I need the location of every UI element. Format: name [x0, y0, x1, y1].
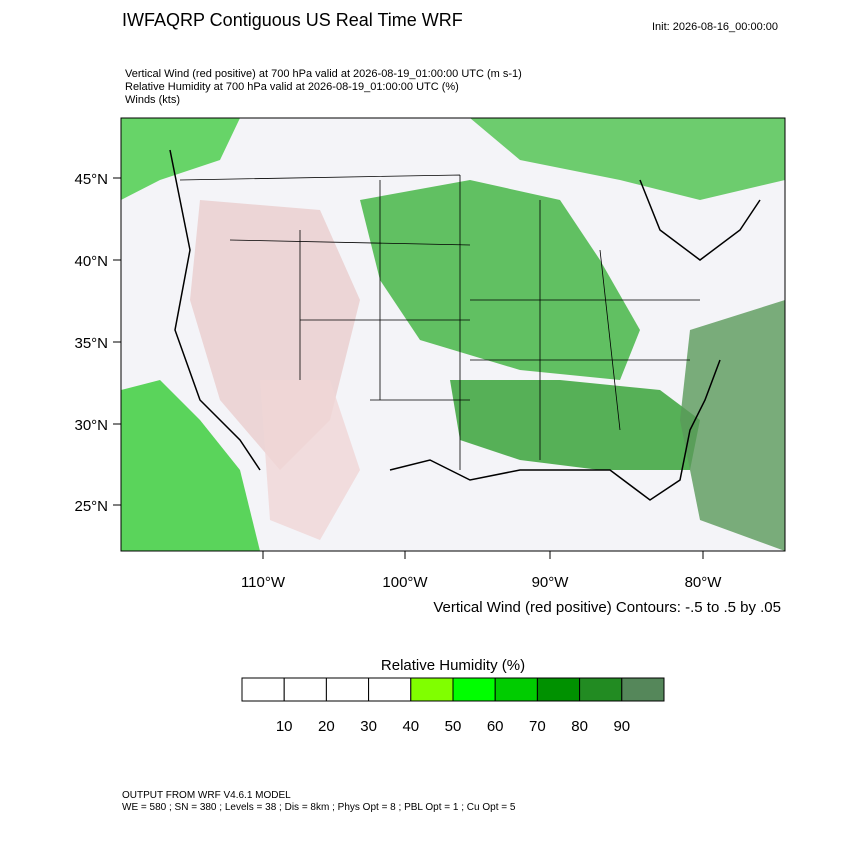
- colorbar-label: 20: [318, 718, 335, 735]
- lat-label: 45°N: [74, 171, 108, 188]
- colorbar-box: [536, 677, 581, 702]
- colorbar-box: [410, 677, 454, 702]
- map: 45°N 40°N 35°N 30°N 25°N 110°W 100°W 90°…: [74, 117, 786, 616]
- lat-label: 35°N: [74, 335, 108, 352]
- lon-label: 90°W: [532, 574, 570, 591]
- colorbar-box: [283, 677, 327, 702]
- colorbar-box: [579, 677, 623, 702]
- lon-label: 80°W: [685, 574, 723, 591]
- colorbar-label: 40: [402, 718, 419, 735]
- colorbar-label: 50: [445, 718, 462, 735]
- colorbar-label: 10: [276, 718, 293, 735]
- colorbar-label: 80: [571, 718, 588, 735]
- footer-line: OUTPUT FROM WRF V4.6.1 MODEL: [122, 790, 291, 801]
- footer-line: WE = 580 ; SN = 380 ; Levels = 38 ; Dis …: [122, 802, 516, 813]
- colorbar-box: [368, 677, 412, 702]
- lat-label: 25°N: [74, 498, 108, 515]
- colorbar-box: [494, 677, 538, 702]
- title: IWFAQRP Contiguous US Real Time WRF: [122, 10, 463, 30]
- colorbar-box: [621, 677, 665, 702]
- lat-label: 30°N: [74, 417, 108, 434]
- header-line: Winds (kts): [125, 94, 180, 106]
- colorbar-box: [241, 677, 285, 702]
- colorbar-label: 70: [529, 718, 546, 735]
- contour-info: Vertical Wind (red positive) Contours: -…: [433, 599, 781, 616]
- init-time: Init: 2026-08-16_00:00:00: [652, 21, 778, 33]
- colorbar-label: 30: [360, 718, 377, 735]
- header-line: Relative Humidity at 700 hPa valid at 20…: [125, 81, 459, 93]
- colorbar-box: [325, 677, 370, 702]
- lon-label: 110°W: [241, 574, 286, 591]
- colorbar-box: [452, 677, 496, 702]
- header-line: Vertical Wind (red positive) at 700 hPa …: [125, 68, 522, 80]
- colorbar-label: 60: [487, 718, 504, 735]
- lon-label: 100°W: [382, 574, 428, 591]
- colorbar-title: Relative Humidity (%): [381, 657, 525, 674]
- colorbar: Relative Humidity (%) 10 20 30 40 50 60 70 80 90: [241, 657, 665, 735]
- lat-label: 40°N: [74, 253, 108, 270]
- colorbar-label: 90: [613, 718, 630, 735]
